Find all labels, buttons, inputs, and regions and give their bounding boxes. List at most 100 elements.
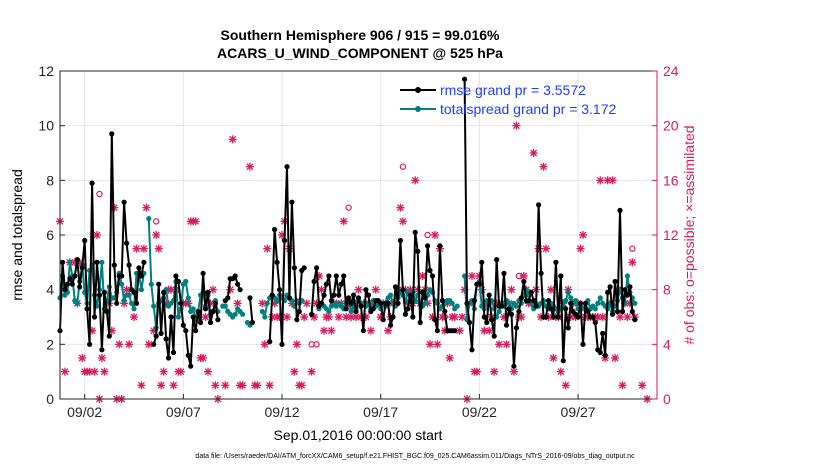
rmse-point	[331, 292, 337, 298]
obs-assimilated-marker	[541, 244, 550, 253]
spread-point	[563, 298, 569, 304]
rmse-point	[237, 287, 243, 293]
rmse-point	[506, 306, 512, 312]
rmse-point	[91, 314, 98, 320]
spread-point	[128, 300, 135, 306]
rmse-point	[494, 257, 500, 263]
rmse-point	[175, 278, 181, 285]
rmse-point	[437, 243, 443, 249]
obs-assimilated-marker	[445, 354, 454, 362]
spread-point	[175, 314, 181, 320]
rmse-point	[417, 319, 423, 326]
obs-assimilated-marker	[157, 381, 166, 390]
rmse-point	[341, 273, 347, 279]
rmse-point	[385, 300, 391, 306]
x-tick-label: 09/22	[462, 404, 497, 420]
obs-assimilated-marker	[238, 381, 247, 390]
obs-assimilated-marker	[384, 326, 393, 335]
rmse-point	[311, 278, 317, 285]
spread-point	[185, 295, 191, 301]
obs-assimilated-marker	[615, 313, 624, 321]
rmse-point	[124, 240, 130, 246]
spread-point	[274, 298, 280, 304]
spread-point	[595, 300, 601, 306]
obs-assimilated-marker	[426, 340, 435, 349]
rmse-point	[605, 289, 611, 295]
spread-point	[148, 281, 154, 287]
rmse-point	[321, 292, 327, 298]
rmse-point	[336, 292, 342, 298]
obs-assimilated-marker	[139, 244, 148, 253]
rmse-point	[442, 308, 448, 315]
rmse-point	[138, 273, 144, 279]
rmse-point	[363, 287, 369, 293]
rmse-point	[89, 180, 95, 186]
obs-assimilated-marker	[411, 176, 420, 185]
right-y-axis: 0 4 8 12 16 20 24	[652, 63, 679, 407]
rmse-point	[207, 319, 214, 326]
legend-spread-label: totalspread grand pr = 3.172	[440, 101, 617, 117]
rmse-point	[193, 328, 199, 334]
rmse-point	[202, 306, 209, 312]
spread-point	[126, 292, 132, 298]
obs-assimilated-marker	[324, 313, 333, 321]
y-axis-label: rmse and totalspread	[9, 169, 25, 301]
obs-assimilated-marker	[467, 272, 476, 280]
spread-point	[222, 303, 228, 309]
rmse-point	[410, 314, 416, 320]
rmse-point	[412, 229, 418, 235]
rmse-point	[538, 270, 544, 276]
obs-possible-marker	[96, 190, 103, 198]
rmse-point	[328, 298, 334, 304]
rmse-point	[284, 164, 290, 170]
obs-assimilated-marker	[60, 367, 69, 376]
rmse-point	[466, 319, 473, 326]
obs-assimilated-marker	[490, 367, 499, 376]
rmse-point	[602, 352, 608, 358]
rmse-point	[178, 300, 184, 306]
obs-assimilated-marker	[282, 313, 291, 321]
obs-assimilated-marker	[576, 244, 585, 253]
obs-assimilated-marker	[485, 326, 494, 335]
obs-assimilated-marker	[130, 313, 139, 321]
obs-assimilated-marker	[578, 231, 587, 239]
rmse-point	[392, 284, 399, 290]
obs-assimilated-marker	[115, 340, 124, 349]
spread-point	[240, 311, 246, 317]
rmse-point	[536, 202, 542, 208]
y2-axis-label: # of obs: o=possible; ×=assimilated	[681, 125, 697, 344]
rmse-point	[343, 306, 349, 312]
obs-assimilated-marker	[618, 381, 627, 390]
obs-assimilated-marker	[398, 217, 407, 226]
rmse-point	[69, 281, 75, 287]
obs-assimilated-marker	[546, 285, 555, 294]
y-tick-label: 4	[46, 282, 54, 298]
obs-assimilated-marker	[159, 367, 168, 376]
y-tick-label: 12	[38, 63, 54, 79]
rmse-point	[405, 306, 411, 312]
obs-assimilated-marker	[199, 354, 208, 362]
rmse-point	[590, 314, 596, 320]
spread-point	[146, 216, 152, 222]
rmse-point	[67, 276, 73, 282]
rmse-point	[168, 314, 174, 320]
obs-assimilated-marker	[598, 313, 607, 321]
rmse-point	[558, 273, 564, 279]
obs-possible-marker	[515, 272, 523, 280]
obs-assimilated-marker	[233, 299, 242, 308]
rmse-point	[291, 265, 297, 271]
obs-assimilated-marker	[253, 381, 262, 390]
obs-assimilated-marker	[507, 285, 516, 294]
rmse-point	[513, 325, 520, 331]
obs-assimilated-marker	[556, 367, 565, 376]
rmse-point	[499, 303, 505, 309]
rmse-point	[407, 292, 413, 298]
rmse-point	[360, 328, 366, 334]
rmse-point	[563, 306, 569, 312]
obs-assimilated-marker	[549, 354, 558, 362]
spread-point	[119, 281, 125, 287]
spread-point	[454, 303, 460, 309]
obs-assimilated-marker	[292, 340, 301, 349]
rmse-point	[355, 295, 362, 301]
rmse-point	[553, 259, 559, 265]
